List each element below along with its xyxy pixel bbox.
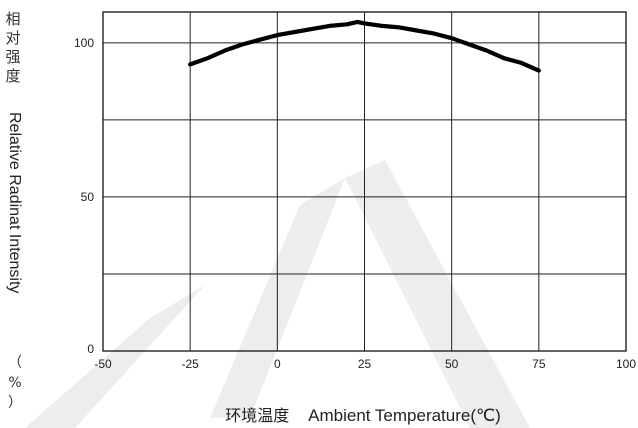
x-axis-label: 环境温度 Ambient Temperature(℃): [100, 402, 626, 426]
x-tick-label: 25: [358, 357, 372, 371]
x-axis-label-english: Ambient Temperature(℃): [308, 406, 501, 425]
y-axis-label-english: Relative Radinat Intensity: [6, 112, 23, 294]
y-axis-unit-char: ）: [8, 395, 22, 411]
x-tick-label: 100: [616, 357, 636, 371]
y-tick-label: 100: [74, 36, 94, 50]
plot-frame: [102, 11, 627, 352]
x-tick-label: -50: [94, 357, 112, 371]
y-tick-label: 50: [81, 190, 95, 204]
watermark-bar-right: [345, 160, 530, 428]
plot-border: [102, 11, 627, 352]
data-series-line: [188, 19, 541, 73]
series-layer: [188, 19, 541, 73]
y-axis-label-cn-char: 相: [5, 10, 21, 28]
y-axis-unit-char: %: [8, 375, 22, 391]
tick-labels: -50 -25 0 25 50 75 100 0 50 100: [74, 36, 636, 371]
x-tick-label: 75: [532, 357, 546, 371]
y-axis-label-cn-char: 对: [5, 29, 21, 47]
x-tick-label: 50: [445, 357, 459, 371]
y-axis-unit: （ % ）: [4, 353, 26, 413]
y-axis-label-cn-char: 度: [5, 67, 21, 85]
y-axis-label-chinese: 相 对 强 度: [2, 10, 24, 86]
x-axis-label-chinese: 环境温度: [225, 406, 290, 425]
y-tick-label: 0: [87, 342, 94, 356]
x-tick-label: -25: [181, 357, 199, 371]
grid: [102, 12, 627, 352]
x-tick-label: 0: [274, 357, 281, 371]
y-axis-label-cn-char: 强: [5, 48, 21, 66]
y-axis-unit-char: （: [8, 355, 22, 371]
x-axis-label-spacer: [294, 406, 303, 425]
watermark-bar-left: [25, 285, 205, 428]
